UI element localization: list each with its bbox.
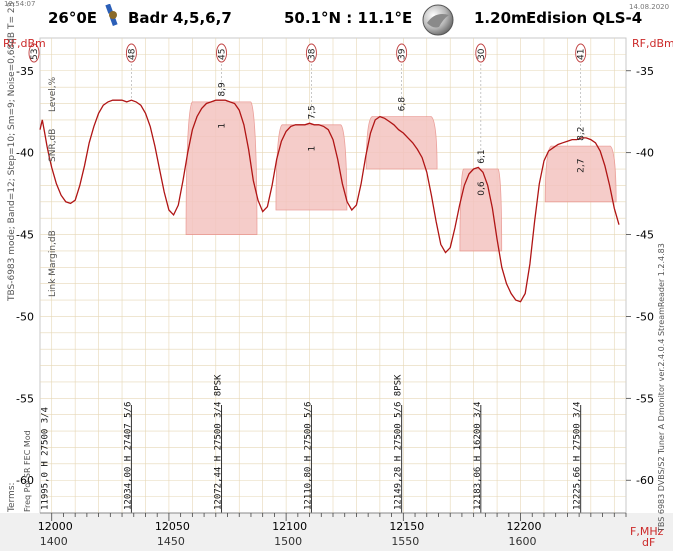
transponder-number: 53	[30, 49, 40, 60]
x-tick-label: 12050	[155, 520, 190, 533]
snr-value: 8,2	[577, 126, 587, 140]
x-tick-label: 12200	[507, 520, 542, 533]
satellite-icon	[100, 3, 122, 27]
date: 14.08.2020	[629, 3, 670, 11]
transponder-number: 38	[307, 48, 317, 60]
transponder-markers: 48 12034,00 H 27407 5/6 45 8,9 1 12072,44 H 2…	[28, 43, 587, 513]
x-axis-label-secondary: dF	[642, 536, 655, 549]
y-tick-label: -50	[636, 310, 654, 323]
globe-icon	[421, 3, 455, 37]
transponder-number-badge	[475, 43, 487, 63]
transponder-band	[544, 145, 617, 203]
y-tick-label: -40	[636, 147, 654, 160]
snr-value: 6,1	[477, 149, 487, 163]
transponder-band	[459, 168, 503, 252]
link-margin-value: 0,6	[477, 181, 487, 196]
y-axis-label-right: RF,dBm	[632, 37, 673, 50]
terms-label: Terms:	[7, 482, 17, 513]
column-headers-label: Freq Pol SR FEC Mod	[23, 430, 32, 512]
x-axis-label: F,MHz	[630, 525, 664, 538]
transponder-label: 12149,28 H 27500 5/6 8PSK	[394, 374, 404, 510]
transponder-bands	[185, 101, 617, 252]
transponder-label: 12072,44 H 27500 3/4 8PSK	[214, 374, 224, 510]
x-tick-label: 12000	[38, 520, 73, 533]
y-tick-label: -60	[636, 474, 654, 487]
transponder-band	[185, 101, 258, 235]
y-tick-label-left: -50	[16, 310, 34, 323]
y-tick-label-left: -60	[16, 474, 34, 487]
transponder-number: 45	[218, 49, 228, 60]
x-tick-label-secondary: 1600	[509, 535, 537, 548]
transponder-label: 12225,66 H 27500 3/4	[573, 402, 583, 510]
transponder-number-badge	[575, 43, 587, 63]
transponder-number: 39	[398, 48, 408, 60]
transponder-number: 30	[477, 48, 487, 60]
level-axis-label: Level,%	[48, 76, 58, 112]
y-tick-label-left: -40	[16, 147, 34, 160]
link-margin-value: 2,7	[577, 158, 587, 172]
transponder-number-badge	[396, 43, 408, 63]
snr-axis-label: SNR,dB	[48, 129, 58, 162]
y-tick-label: -45	[636, 229, 654, 242]
dish-size: 1.20m	[474, 9, 527, 27]
x-tick-label: 12100	[272, 520, 307, 533]
y-axis-label: RF,dBm	[3, 37, 46, 50]
y-tick-label: -35	[636, 65, 654, 78]
transponder-band	[275, 124, 348, 211]
x-tick-label-secondary: 1450	[157, 535, 185, 548]
snr-value: 6,8	[398, 97, 408, 112]
snr-value: 8,9	[218, 82, 228, 97]
transponder-number: 48	[127, 48, 137, 60]
edge-transponder-label: 11995,0 H 27500 3/4	[41, 407, 51, 510]
lnb-model: Edision QLS-4	[526, 9, 643, 27]
transponder-label: 12110,80 H 27500 5/6	[303, 402, 313, 510]
transponder-band	[365, 116, 438, 170]
link-margin-value: 1	[307, 146, 317, 152]
orbital-position: 26°0E	[48, 9, 98, 27]
x-axis-strip	[0, 513, 673, 551]
link-margin-value: 1	[218, 123, 228, 129]
transponder-number-badge	[216, 43, 227, 63]
device-info-label: TBS 6983 DVBS/S2 Tuner A Dmonitor ver.2.…	[657, 243, 666, 533]
transponder-label: 12183,06 H 16200 3/4	[473, 402, 483, 510]
satellite-name: Badr 4,5,6,7	[128, 9, 232, 27]
link-margin-axis-label: Link Margin,dB	[48, 230, 58, 297]
x-tick-label: 12150	[389, 520, 424, 533]
transponder-number-badge	[305, 43, 317, 63]
x-tick-label-secondary: 1500	[274, 535, 302, 548]
x-tick-label-secondary: 1400	[40, 535, 68, 548]
y-tick-label: -55	[636, 392, 654, 405]
transponder-number-badge	[125, 43, 137, 63]
transponder-number-badge	[28, 43, 40, 63]
y-tick-label-left: -35	[16, 65, 34, 78]
spectrum-trace	[39, 99, 620, 303]
snr-value: 7,5	[307, 105, 317, 119]
transponder-number: 41	[577, 49, 587, 60]
x-tick-label-secondary: 1550	[391, 535, 419, 548]
location: 50.1°N : 11.1°E	[284, 9, 413, 27]
y-tick-label-left: -55	[16, 392, 34, 405]
transponder-label: 12034,00 H 27407 5/6	[123, 402, 133, 510]
timestamp: 12:54:07	[4, 0, 36, 8]
scan-info-label: TBS-6983 mode; Band=12; Step=10; Sm=9; N…	[7, 0, 17, 302]
y-tick-label-left: -45	[16, 229, 34, 242]
spectrum-trace-group	[39, 99, 620, 303]
